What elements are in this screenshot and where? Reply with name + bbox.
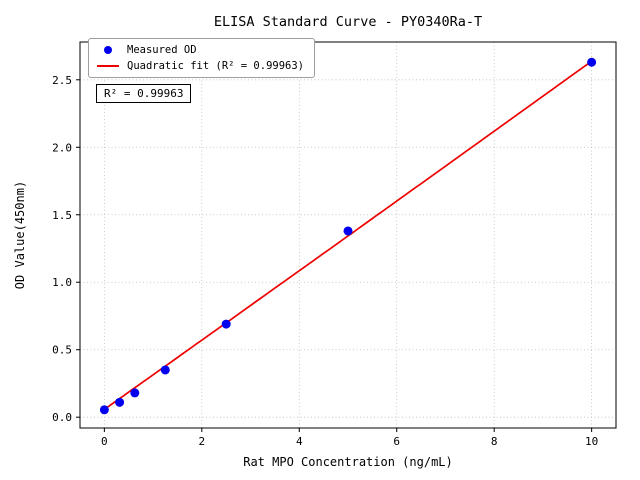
x-tick-label: 2 [199,435,206,448]
chart-title: ELISA Standard Curve - PY0340Ra-T [214,14,482,30]
x-tick-label: 10 [585,435,598,448]
plot-frame [79,41,617,429]
data-point [587,57,597,67]
legend-label-quadratic-fit: Quadratic fit (R² = 0.99963) [127,60,305,72]
data-point [130,388,140,398]
data-point [115,397,125,407]
quadratic-fit-line [103,60,593,411]
legend-label-measured-od: Measured OD [127,44,197,56]
y-tick-label: 0.0 [52,411,72,424]
grid-lines [80,42,616,428]
scatter-marker-icon [97,44,119,56]
data-point [221,319,231,329]
data-point [160,365,170,375]
y-tick-label: 2.0 [52,141,72,154]
line-marker-icon [97,60,119,72]
x-axis-label: Rat MPO Concentration (ng/mL) [243,455,453,469]
y-tick-label: 1.0 [52,276,72,289]
y-axis-label: OD Value(450nm) [13,181,27,289]
legend-item-quadratic-fit: Quadratic fit (R² = 0.99963) [97,60,304,72]
data-point [99,405,109,415]
x-tick-label: 6 [393,435,400,448]
y-tick-label: 2.5 [52,74,72,87]
x-tick-label: 0 [101,435,108,448]
x-tick-label: 8 [491,435,498,448]
data-layer [99,57,597,415]
r-squared-annotation: R² = 0.99963 [96,84,192,103]
legend: Measured OD Quadratic fit (R² = 0.99963) [88,38,316,78]
y-tick-label: 0.5 [52,344,72,357]
legend-item-measured-od: Measured OD [97,44,304,56]
y-tick-label: 1.5 [52,209,72,222]
axis-ticks: 0 2 4 6 8 10 0.0 0.5 1.0 1.5 2.0 2.5 [52,74,598,448]
data-point [343,226,353,236]
x-tick-label: 4 [296,435,303,448]
